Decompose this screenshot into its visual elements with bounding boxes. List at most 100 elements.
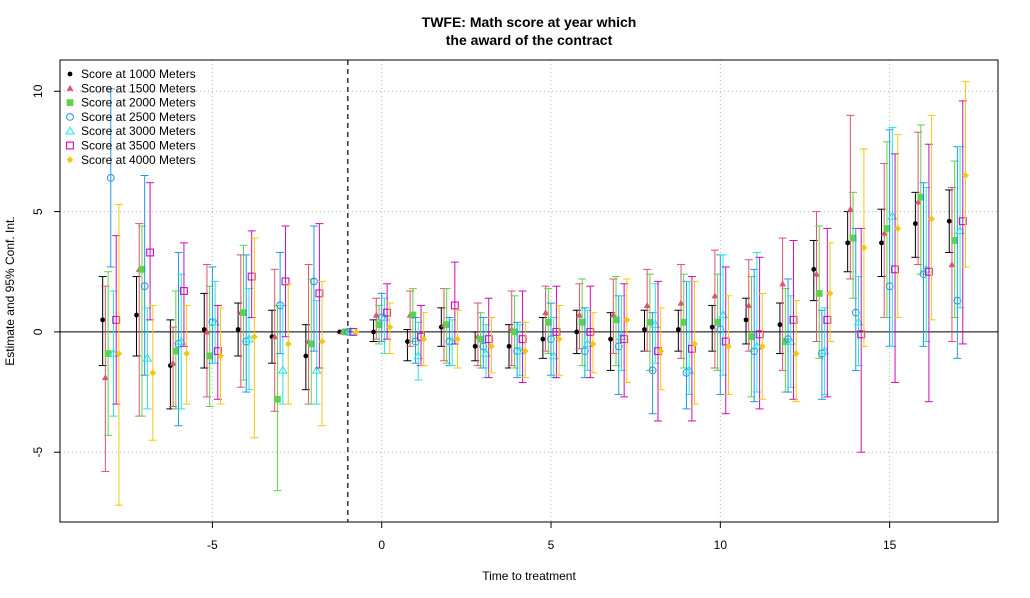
x-tick-label: 15 — [883, 538, 897, 552]
legend-entry-4: Score at 2500 Meters — [66, 110, 196, 124]
x-tick-label: 10 — [714, 538, 728, 552]
data-point — [853, 317, 864, 326]
data-point — [106, 174, 115, 182]
data-point — [811, 266, 817, 272]
data-point — [779, 280, 787, 287]
legend-label: Score at 2000 Meters — [81, 96, 196, 110]
data-point — [646, 318, 654, 326]
data-point — [100, 317, 106, 323]
data-point — [303, 353, 309, 359]
data-point — [589, 340, 597, 348]
data-point — [514, 346, 525, 355]
data-point — [250, 333, 258, 341]
data-point — [506, 343, 512, 349]
chart-title-line-1: TWFE: Math score at year which — [422, 14, 637, 30]
data-point — [235, 327, 241, 332]
data-point — [208, 318, 217, 327]
data-point — [752, 341, 762, 350]
data-point — [386, 323, 394, 331]
legend-label: Score at 3500 Meters — [81, 139, 196, 153]
data-point — [813, 270, 820, 277]
data-point — [134, 312, 139, 318]
data-point — [758, 342, 766, 350]
data-point — [894, 225, 902, 232]
data-point — [146, 248, 155, 257]
data-point — [521, 347, 529, 355]
data-point — [725, 342, 732, 350]
data-point — [477, 335, 484, 343]
data-point — [544, 318, 552, 326]
legend-label: Score at 3000 Meters — [81, 124, 196, 138]
data-point — [743, 317, 749, 323]
legend-marker — [66, 113, 74, 121]
data-point — [785, 336, 796, 345]
data-point — [371, 329, 376, 335]
data-point — [755, 330, 764, 339]
data-point — [643, 302, 651, 308]
data-point — [846, 205, 854, 212]
data-point — [608, 336, 614, 342]
data-point — [420, 335, 428, 343]
data-point — [513, 347, 522, 356]
data-point — [955, 225, 965, 235]
data-point — [375, 321, 383, 329]
legend-label: Score at 4000 Meters — [81, 153, 196, 167]
data-point — [108, 348, 119, 357]
data-point — [917, 193, 925, 201]
legend-entry-6: Score at 3500 Meters — [66, 139, 196, 153]
data-point — [714, 318, 722, 326]
data-point — [311, 365, 322, 374]
data-point — [273, 395, 281, 403]
data-point — [112, 315, 121, 324]
data-point — [580, 347, 589, 356]
data-point — [138, 265, 146, 273]
data-point — [450, 301, 459, 310]
data-point — [479, 342, 488, 351]
data-point — [953, 296, 962, 305]
data-point — [958, 217, 967, 226]
data-point — [849, 234, 857, 242]
y-tick-label: 10 — [31, 84, 45, 98]
data-point — [413, 350, 424, 360]
data-point — [405, 339, 410, 344]
data-point — [891, 265, 900, 274]
data-point — [709, 324, 715, 330]
data-point — [240, 309, 247, 317]
data-point — [777, 322, 783, 328]
chart-title-line-2: the award of the contract — [446, 32, 613, 48]
data-point — [612, 316, 620, 324]
data-point — [318, 338, 326, 345]
plot-area-frame — [59, 59, 999, 523]
data-point — [542, 309, 549, 316]
data-point — [511, 328, 518, 336]
legend-entry-5: Score at 3000 Meters — [65, 124, 196, 138]
data-point — [443, 321, 451, 329]
data-point — [578, 318, 586, 326]
legend-entry-2: Score at 1500 Meters — [66, 81, 196, 95]
data-point — [411, 337, 420, 346]
legend-marker — [66, 84, 74, 91]
data-point — [648, 366, 657, 375]
y-axis-label: Estimate and 95% Conf. Int. — [3, 216, 17, 365]
data-point — [183, 350, 191, 357]
data-point — [851, 308, 860, 317]
data-point — [620, 335, 629, 344]
series-4 — [106, 88, 962, 427]
data-point — [488, 342, 495, 350]
data-point — [271, 333, 279, 340]
data-point — [176, 336, 187, 345]
data-point — [341, 328, 349, 336]
data-point — [179, 287, 188, 295]
data-point — [217, 352, 224, 360]
data-point — [169, 359, 177, 366]
data-point — [691, 340, 698, 348]
y-tick-label: 0 — [31, 328, 45, 335]
data-point — [307, 340, 315, 348]
data-point — [284, 340, 292, 348]
data-point — [879, 240, 884, 246]
data-point — [352, 328, 360, 336]
data-point — [210, 317, 220, 326]
data-point — [845, 240, 851, 246]
data-series — [98, 81, 970, 506]
data-point — [484, 335, 493, 344]
